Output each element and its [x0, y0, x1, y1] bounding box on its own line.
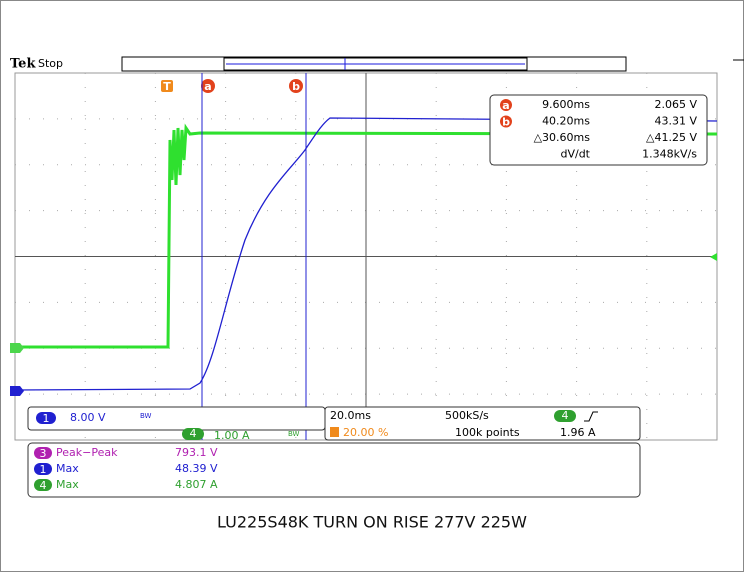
- readout-time: dV/dt: [560, 148, 590, 161]
- meas-value: 48.39 V: [175, 462, 218, 475]
- cursor-id: b: [502, 116, 510, 129]
- ch4-waveform: [15, 123, 718, 349]
- record-length: 100k points: [455, 426, 520, 439]
- ch1-bw: BW: [140, 412, 152, 420]
- ch4-ground: [10, 343, 24, 353]
- meas-channel: 4: [40, 479, 47, 492]
- ch1-badge: [36, 412, 56, 424]
- meas-channel: 3: [40, 447, 47, 460]
- meas-badge: [34, 463, 52, 475]
- readout-time: 40.20ms: [542, 115, 590, 128]
- meas-value: 4.807 A: [175, 478, 218, 491]
- readout-time: 9.600ms: [542, 98, 590, 111]
- ch1-ground: [10, 386, 24, 396]
- trigger-channel: 4: [562, 409, 569, 422]
- brand: Tek: [10, 57, 36, 72]
- meas-value: 793.1 V: [175, 446, 218, 459]
- cursor-id: a: [502, 99, 509, 112]
- view-window: [223, 57, 528, 71]
- meas-channel: 1: [40, 463, 47, 476]
- cursor-b-label: b: [292, 80, 300, 93]
- readout-value: 1.348kV/s: [642, 148, 697, 161]
- cursor-badge: [500, 115, 512, 128]
- ch4-bw: BW: [288, 430, 300, 438]
- readout-value: 2.065 V: [654, 98, 697, 111]
- meas-badge: [34, 447, 52, 459]
- status: Stop: [38, 57, 63, 70]
- measurement-box: [27, 442, 641, 498]
- time-scale: 20.0ms: [330, 409, 371, 422]
- trigger-position: 20.00 %: [343, 426, 388, 439]
- cursor-a-label: a: [204, 80, 211, 93]
- cursor-b-marker: [289, 79, 303, 93]
- edge-icon: [584, 411, 598, 422]
- readout-time: △30.60ms: [534, 131, 591, 144]
- trigger-pos-icon: [330, 427, 339, 437]
- readout-value: △41.25 V: [646, 131, 697, 144]
- meas-name: Max: [56, 478, 79, 491]
- readout-value: 43.31 V: [654, 115, 697, 128]
- ch4-badge: [182, 428, 204, 440]
- readout-rows: a 9.600ms 2.065 V b 40.20ms 43.31 V △30.60ms △4…: [500, 98, 697, 161]
- trigger-marker: [161, 80, 173, 92]
- meas-name: Max: [56, 462, 79, 475]
- measurements: 3 Peak−Peak 793.1 V 1 Max 48.39 V 4 Max 4.807 A: [34, 446, 218, 492]
- ch4-number: 4: [190, 427, 197, 440]
- meas-name: Peak−Peak: [56, 446, 118, 459]
- meas-badge: [34, 479, 52, 491]
- sample-rate: 500kS/s: [445, 409, 489, 422]
- cursor-badge: [500, 99, 512, 111]
- caption: LU225S48K TURN ON RISE 277V 225W: [217, 513, 527, 532]
- ch1-waveform: [14, 117, 718, 391]
- ch1-scale: 8.00 V: [70, 411, 106, 424]
- trigger-label: T: [163, 80, 171, 93]
- trig-ch-badge: [554, 410, 576, 422]
- trigger-level: [710, 253, 717, 261]
- cursor-a-marker: [201, 79, 215, 93]
- ch1-number: 1: [43, 412, 50, 425]
- ch4-scale: 1.00 A: [214, 429, 250, 442]
- trigger-level-text: 1.96 A: [560, 426, 596, 439]
- cursor-readout: [489, 94, 708, 166]
